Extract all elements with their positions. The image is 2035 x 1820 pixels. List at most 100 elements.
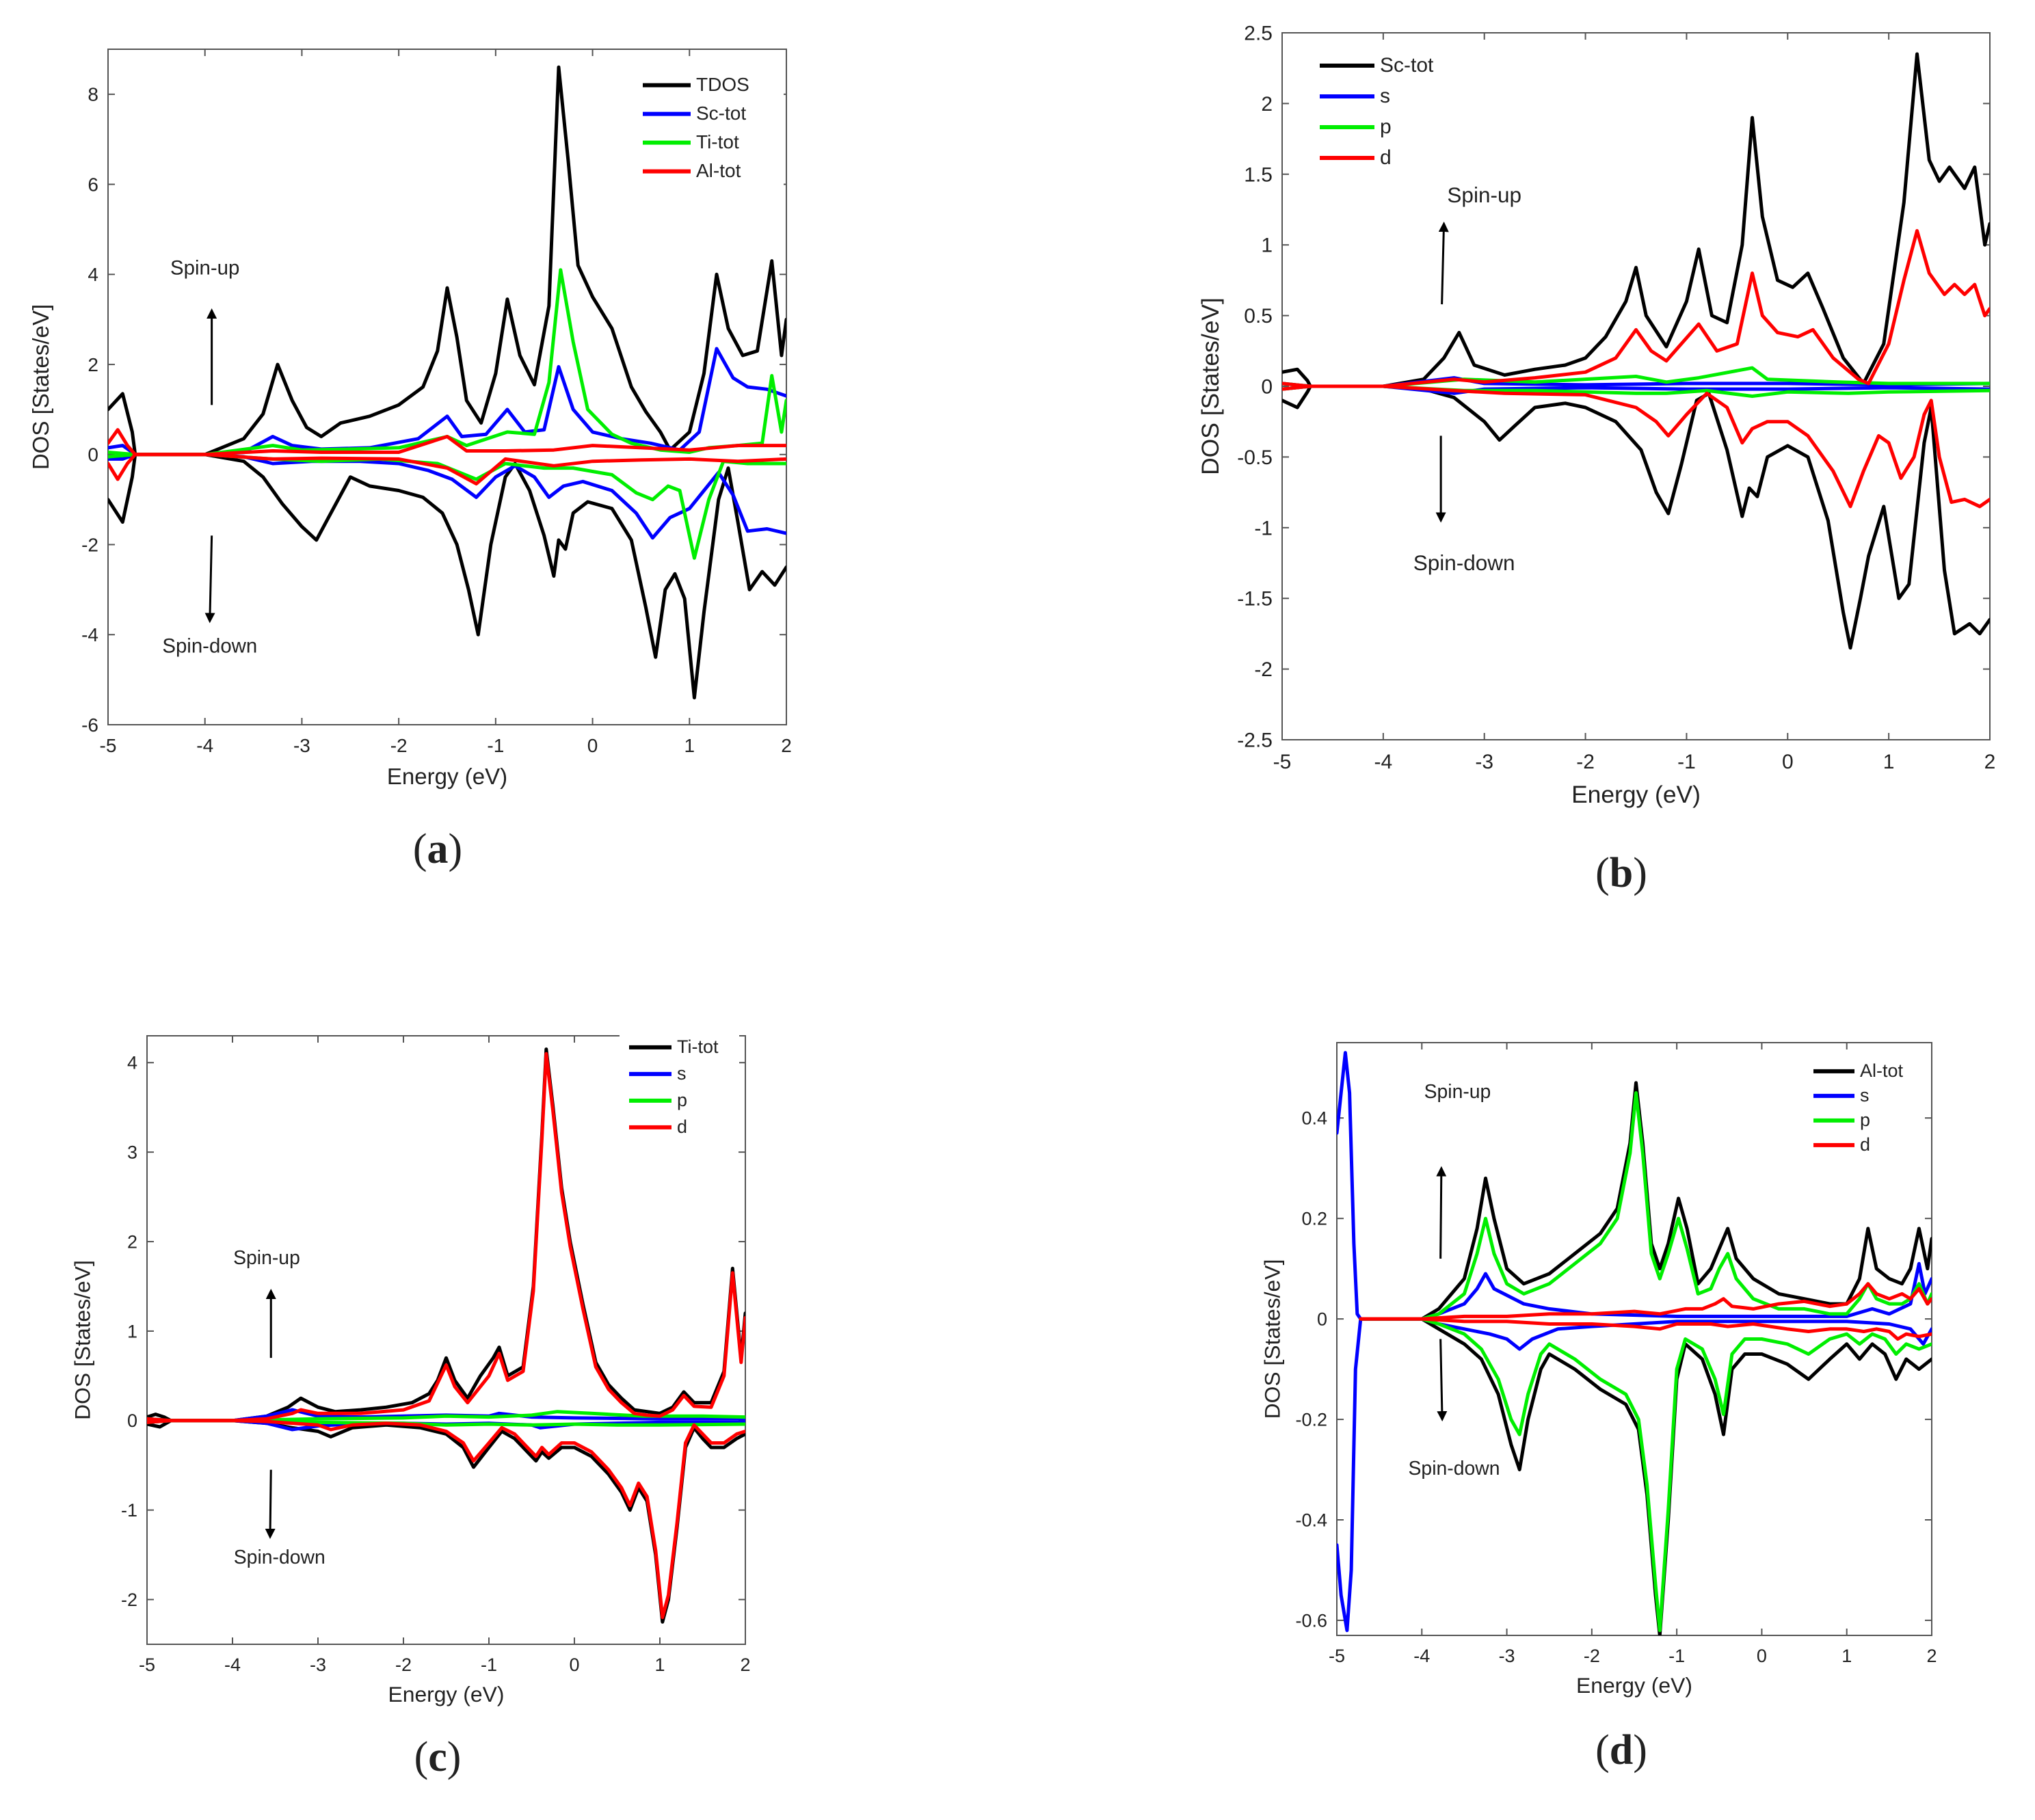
panel-label-open: ( bbox=[413, 826, 427, 872]
y-tick-label: 0.4 bbox=[1301, 1108, 1327, 1129]
y-axis-label: DOS [States/eV] bbox=[1197, 297, 1224, 475]
legend-label-sc-tot: Sc-tot bbox=[696, 103, 746, 124]
spin-up-label: Spin-up bbox=[233, 1247, 300, 1269]
y-tick-label: -1.5 bbox=[1237, 588, 1273, 611]
panel-label-letter: b bbox=[1610, 850, 1633, 896]
x-tick-label: -3 bbox=[1475, 751, 1493, 773]
x-tick-label: -2 bbox=[1584, 1646, 1600, 1666]
x-tick-label: 0 bbox=[1757, 1646, 1767, 1666]
legend-label-s: s bbox=[1380, 85, 1390, 107]
x-tick-label: -5 bbox=[139, 1655, 155, 1675]
legend-label-p: p bbox=[1380, 116, 1392, 138]
legend-label-sc-tot: Sc-tot bbox=[1380, 54, 1434, 77]
legend-label-ti-tot: Ti-tot bbox=[677, 1036, 719, 1057]
legend-label-s: s bbox=[1860, 1085, 1870, 1106]
series-d-down-line bbox=[147, 1421, 745, 1618]
x-tick-label: -2 bbox=[395, 1655, 412, 1675]
legend-label-d: d bbox=[677, 1116, 687, 1137]
x-tick-label: 1 bbox=[1883, 751, 1895, 773]
x-axis-label: Energy (eV) bbox=[1576, 1673, 1692, 1698]
x-tick-label: 2 bbox=[1926, 1646, 1937, 1666]
y-tick-label: 3 bbox=[127, 1142, 137, 1163]
y-tick-label: 4 bbox=[127, 1053, 137, 1073]
y-tick-label: 1 bbox=[127, 1321, 137, 1341]
x-tick-label: 2 bbox=[781, 735, 792, 756]
x-axis-label: Energy (eV) bbox=[388, 1682, 505, 1707]
y-tick-label: -0.4 bbox=[1295, 1510, 1327, 1530]
x-tick-label: -4 bbox=[1413, 1646, 1430, 1666]
legend-label-al-tot: Al-tot bbox=[696, 160, 741, 181]
y-tick-label: -6 bbox=[81, 714, 98, 736]
x-tick-label: -5 bbox=[100, 735, 117, 756]
y-tick-label: -2 bbox=[1254, 658, 1273, 681]
panel-b: -5 -4 -3 -2 -1 0 1 2 -2.5 -2 -1.5 -1 -0.5 0 0.5 1 1.5 2 2.… bbox=[1197, 23, 1995, 897]
y-tick-label: -0.5 bbox=[1237, 446, 1273, 469]
y-tick-label: 0.2 bbox=[1301, 1209, 1327, 1229]
x-tick-label: -2 bbox=[1576, 751, 1595, 773]
spin-down-arrow-icon bbox=[210, 535, 212, 621]
y-axis-label: DOS [States/eV] bbox=[29, 304, 54, 470]
y-tick-label: 2 bbox=[88, 354, 98, 375]
spin-down-arrow-icon bbox=[270, 1470, 271, 1537]
spin-up-label: Spin-up bbox=[1447, 183, 1521, 207]
x-tick-label: 1 bbox=[654, 1655, 665, 1675]
y-tick-label: 0.5 bbox=[1244, 305, 1273, 327]
y-tick-label: -0.6 bbox=[1295, 1610, 1327, 1631]
panel-label-open: ( bbox=[1595, 1727, 1610, 1774]
panel-label-close: ) bbox=[1633, 1727, 1647, 1774]
y-tick-label: 1.5 bbox=[1244, 163, 1273, 186]
x-tick-label: -2 bbox=[390, 735, 408, 756]
panel-label-letter: c bbox=[428, 1734, 447, 1780]
x-axis-label: Energy (eV) bbox=[387, 764, 507, 790]
panel-label-a: (a) bbox=[413, 826, 462, 872]
spin-down-label: Spin-down bbox=[234, 1547, 325, 1568]
spin-up-label: Spin-up bbox=[170, 256, 239, 279]
y-tick-label: 2 bbox=[1261, 93, 1273, 116]
panel-label-close: ) bbox=[1633, 850, 1647, 896]
legend-label-d: d bbox=[1380, 146, 1392, 169]
x-tick-label: -4 bbox=[1374, 751, 1393, 773]
spin-up-arrow-icon bbox=[1442, 224, 1444, 304]
y-tick-label: 8 bbox=[88, 84, 98, 105]
x-tick-label: 0 bbox=[569, 1655, 579, 1675]
spin-up-label: Spin-up bbox=[1424, 1081, 1491, 1103]
spin-down-label: Spin-down bbox=[1413, 550, 1515, 575]
y-tick-label: -1 bbox=[121, 1500, 137, 1521]
x-tick-label: 1 bbox=[1841, 1646, 1852, 1666]
x-tick-label: -3 bbox=[1499, 1646, 1515, 1666]
y-tick-label: 2 bbox=[127, 1231, 137, 1252]
x-tick-label: 0 bbox=[1782, 751, 1794, 773]
legend-label-al-tot: Al-tot bbox=[1860, 1060, 1904, 1081]
x-tick-label: -5 bbox=[1273, 751, 1292, 773]
y-tick-label: -2.5 bbox=[1237, 730, 1273, 752]
y-tick-label: 0 bbox=[1317, 1309, 1327, 1330]
series-al-tot-down-line bbox=[108, 455, 786, 484]
panel-c: -5 -4 -3 -2 -1 0 1 2-2-101234Energy (eV)DOS [St… bbox=[70, 1033, 750, 1780]
panel-label-close: ) bbox=[449, 826, 463, 872]
y-tick-label: 2.5 bbox=[1244, 23, 1273, 45]
panel-label-open: ( bbox=[1595, 850, 1610, 896]
y-tick-label: -1 bbox=[1254, 517, 1273, 539]
x-tick-label: -1 bbox=[487, 735, 504, 756]
x-tick-label: -4 bbox=[224, 1655, 241, 1675]
panel-d: -5 -4 -3 -2 -1 0 1 2-0.6-0.4-0.200.20.4Energy (… bbox=[1260, 1043, 1937, 1774]
y-tick-label: -4 bbox=[81, 624, 98, 645]
y-tick-label: 6 bbox=[88, 174, 98, 195]
panel-label-c: (c) bbox=[414, 1734, 462, 1780]
series-d-up-line bbox=[1282, 231, 1990, 387]
y-tick-label: -0.2 bbox=[1295, 1410, 1327, 1430]
x-tick-label: -5 bbox=[1329, 1646, 1345, 1666]
legend-label-d: d bbox=[1860, 1134, 1870, 1155]
x-tick-label: -3 bbox=[310, 1655, 326, 1675]
x-tick-label: 0 bbox=[587, 735, 598, 756]
legend-label-p: p bbox=[677, 1090, 687, 1110]
x-tick-label: -1 bbox=[1677, 751, 1696, 773]
y-tick-label: 0 bbox=[1261, 376, 1273, 399]
y-tick-label: 1 bbox=[1261, 235, 1273, 257]
y-tick-label: 0 bbox=[127, 1410, 137, 1431]
panel-label-close: ) bbox=[447, 1734, 462, 1780]
x-tick-label: 2 bbox=[740, 1655, 750, 1675]
dos-figure: -5 -4 -3 -2 -1 0 1 2 -6 -4 -2 0 2 4 6 8 Energy (eV) DOS [… bbox=[0, 0, 2035, 1820]
y-tick-label: 4 bbox=[88, 264, 98, 285]
legend-label-p: p bbox=[1860, 1110, 1870, 1130]
